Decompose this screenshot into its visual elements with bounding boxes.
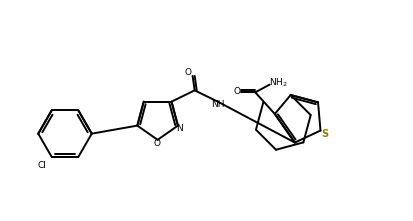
Text: S: S (321, 129, 328, 139)
Text: O: O (185, 68, 192, 77)
Text: NH: NH (211, 100, 225, 109)
Text: O: O (233, 87, 240, 96)
Text: NH$_2$: NH$_2$ (269, 76, 288, 89)
Text: N: N (176, 124, 183, 133)
Text: O: O (153, 139, 160, 148)
Text: Cl: Cl (38, 160, 47, 170)
